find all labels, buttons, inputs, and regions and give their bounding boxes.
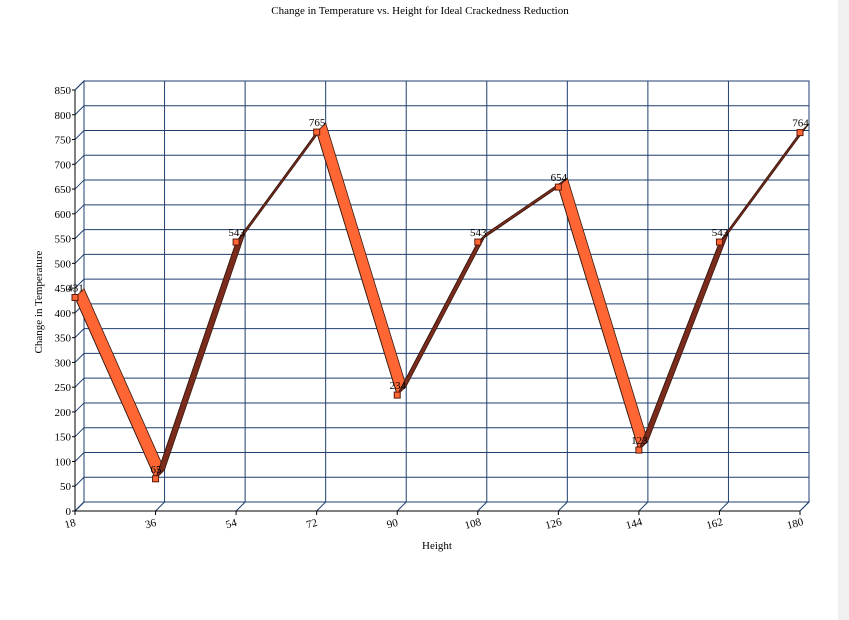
grid-line [74, 353, 85, 363]
y-tick-label: 400 [55, 308, 72, 320]
grid-line [74, 427, 85, 438]
marker [635, 446, 643, 454]
data-label: 764 [792, 118, 809, 130]
y-tick-label: 350 [55, 333, 72, 345]
x-axis-title: Height [422, 540, 452, 552]
marker [715, 238, 723, 246]
marker [796, 129, 804, 137]
grid-line [74, 80, 85, 91]
x-tick-label: 90 [386, 517, 400, 532]
y-tick-label: 250 [55, 382, 72, 394]
y-tick-label: 850 [55, 85, 72, 97]
data-label: 234 [389, 380, 406, 392]
grid-line [74, 154, 85, 165]
data-label: 543 [228, 227, 245, 239]
marker [152, 475, 160, 483]
y-tick-label: 450 [55, 283, 72, 295]
y-tick-label: 650 [55, 184, 72, 196]
y-tick-label: 150 [55, 432, 72, 444]
line [74, 131, 801, 480]
x-tick-label: 54 [224, 517, 238, 532]
y-axis-title: Change in Temperature [33, 250, 45, 353]
y-tick-label: 0 [66, 506, 72, 518]
data-label: 123 [631, 435, 648, 447]
grid-line [799, 501, 810, 512]
data-label: 65 [151, 464, 163, 476]
grid-line [74, 402, 85, 413]
marker [232, 238, 240, 246]
x-tick-label: 36 [144, 517, 158, 532]
grid-line [557, 501, 568, 512]
grid-line [74, 377, 85, 388]
y-tick-label: 300 [55, 357, 72, 369]
grid-line [155, 501, 165, 512]
data-label: 765 [309, 117, 326, 129]
grid-line [638, 501, 649, 512]
data-label: 543 [470, 227, 487, 239]
grid-line [74, 328, 85, 339]
marker [313, 128, 321, 136]
grid-line [74, 452, 85, 462]
y-tick-label: 700 [55, 159, 72, 171]
grid-line [316, 501, 327, 512]
grid-line [74, 253, 85, 264]
y-tick-label: 200 [55, 407, 72, 419]
data-label: 431 [67, 283, 84, 295]
grid-line [396, 501, 407, 512]
grid-line [74, 130, 85, 140]
x-tick-label: 144 [625, 516, 645, 532]
y-tick-label: 50 [60, 481, 72, 493]
grid-line [74, 105, 85, 116]
y-tick-label: 600 [55, 209, 72, 221]
data-label: 654 [551, 172, 568, 184]
grid-line [74, 501, 85, 512]
grid-line [74, 229, 85, 239]
chart-title: Change in Temperature vs. Height for Ide… [271, 5, 569, 17]
x-tick-label: 126 [544, 516, 564, 532]
y-tick-label: 750 [55, 135, 72, 147]
y-tick-label: 100 [55, 456, 72, 468]
x-tick-label: 18 [63, 517, 77, 532]
grid-line [74, 204, 85, 215]
grid-line [74, 278, 85, 289]
side-strip [838, 0, 849, 620]
marker [71, 294, 79, 302]
x-tick-label: 162 [705, 516, 724, 532]
grid-line [719, 501, 729, 512]
x-tick-label: 108 [463, 516, 483, 532]
y-tick-label: 550 [55, 234, 72, 246]
grid-line [235, 501, 246, 512]
y-tick-label: 800 [55, 110, 72, 122]
marker [554, 183, 562, 191]
grid-line [74, 476, 85, 487]
x-tick-label: 180 [786, 516, 806, 532]
grid-line [477, 501, 488, 512]
y-tick-label: 500 [55, 258, 72, 270]
marker [474, 238, 482, 246]
data-label: 543 [712, 227, 729, 239]
x-tick-label: 72 [305, 517, 319, 531]
marker [393, 391, 401, 399]
grid-line [74, 179, 85, 190]
